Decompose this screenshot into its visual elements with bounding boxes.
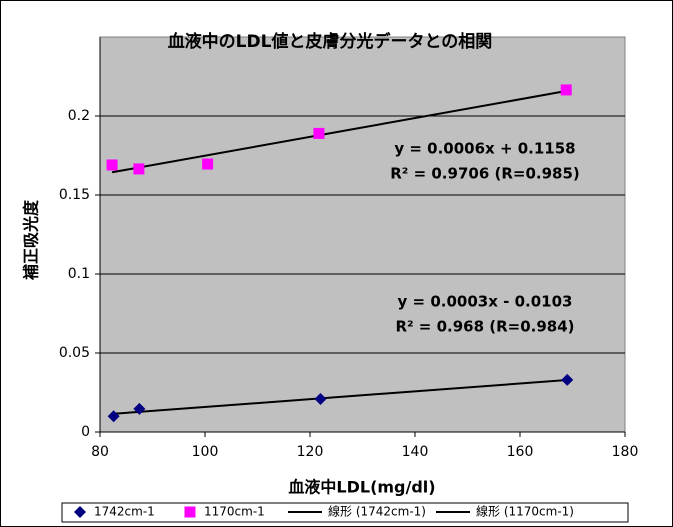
legend-label: 線形 (1170cm-1) bbox=[476, 504, 574, 519]
trend-r2: R² = 0.968 (R=0.984) bbox=[395, 318, 574, 336]
x-tick-label: 120 bbox=[297, 444, 324, 460]
y-tick-label: 0.2 bbox=[68, 108, 90, 124]
x-tick-label: 160 bbox=[507, 444, 534, 460]
x-tick-label: 100 bbox=[192, 444, 219, 460]
x-tick-label: 180 bbox=[612, 444, 639, 460]
y-tick-label: 0 bbox=[81, 424, 90, 440]
trend-equation: y = 0.0003x - 0.0103 bbox=[398, 293, 573, 311]
point bbox=[133, 163, 145, 175]
plot-area bbox=[99, 36, 626, 433]
legend-marker bbox=[74, 506, 86, 518]
y-tick-label: 0.05 bbox=[59, 345, 90, 361]
trend-equation: y = 0.0006x + 0.1158 bbox=[394, 140, 575, 158]
point bbox=[133, 402, 146, 415]
point bbox=[314, 392, 327, 405]
y-tick-label: 0.1 bbox=[68, 266, 90, 282]
legend-marker bbox=[184, 506, 196, 518]
y-tick-label: 0.15 bbox=[59, 187, 90, 203]
x-tick-label: 140 bbox=[402, 444, 429, 460]
point bbox=[561, 373, 574, 386]
trend-r2: R² = 0.9706 (R=0.985) bbox=[390, 165, 580, 183]
legend bbox=[61, 502, 629, 523]
point bbox=[560, 84, 572, 96]
point bbox=[107, 410, 120, 423]
point bbox=[313, 127, 325, 139]
trend-line bbox=[111, 90, 567, 174]
trend-line bbox=[113, 378, 568, 415]
point bbox=[106, 159, 118, 171]
legend-label: 1742cm-1 bbox=[94, 505, 155, 519]
y-axis-label: 補正吸光度 bbox=[22, 199, 41, 281]
point bbox=[202, 158, 214, 170]
x-axis-label: 血液中LDL(mg/dl) bbox=[288, 478, 435, 497]
x-tick-label: 80 bbox=[91, 444, 109, 460]
legend-label: 線形 (1742cm-1) bbox=[328, 504, 426, 519]
chart-title: 血液中のLDL値と皮膚分光データとの相関 bbox=[168, 31, 493, 52]
legend-label: 1170cm-1 bbox=[204, 505, 265, 519]
